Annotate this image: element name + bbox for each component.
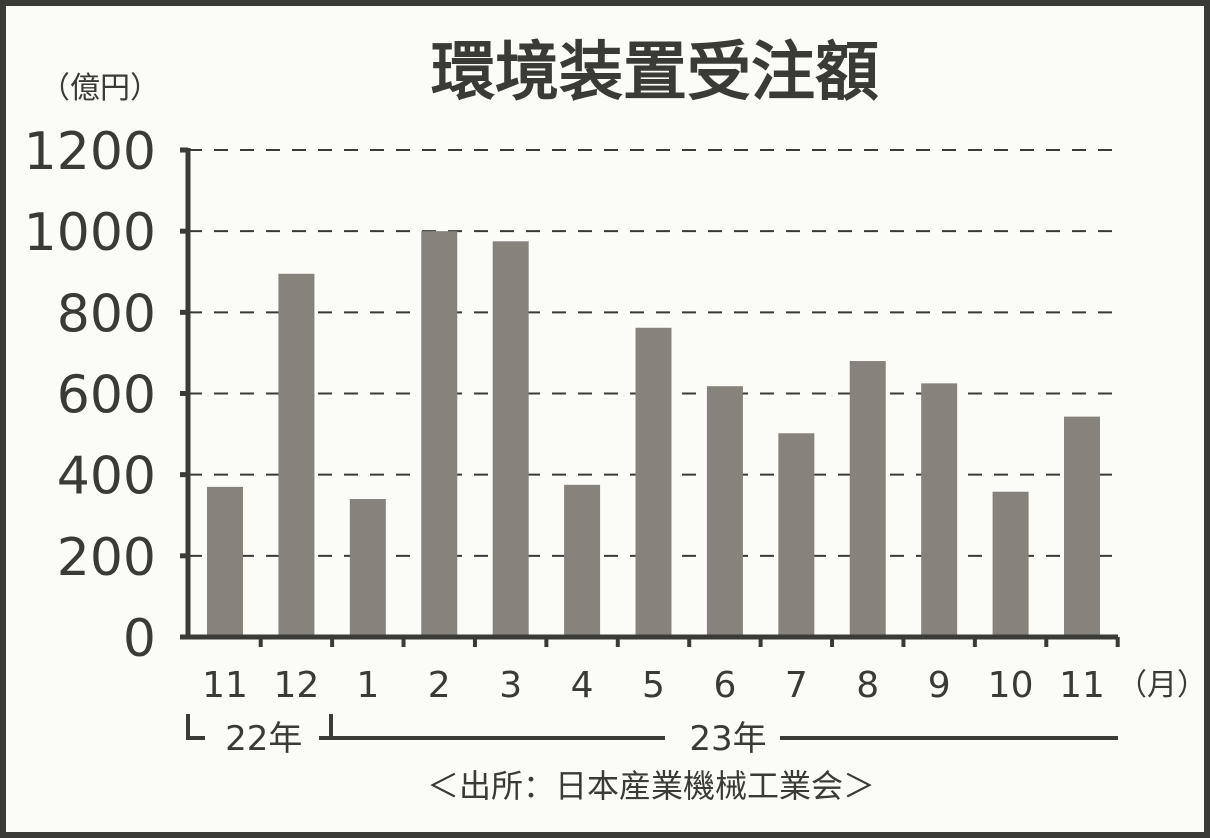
bar-3: [421, 231, 458, 637]
year-label-23: 23年: [689, 719, 766, 759]
y-axis-unit-label: （億円）: [40, 71, 160, 106]
bar-0: [207, 486, 243, 637]
bar-11: [992, 491, 1029, 637]
y-tick-label: 800: [57, 284, 156, 344]
bar-9: [849, 361, 886, 637]
bar-12: [1064, 416, 1100, 637]
bar-7: [706, 386, 743, 637]
axes: [180, 147, 1120, 647]
bar-8: [778, 433, 815, 637]
x-tick-label: 6: [713, 665, 736, 706]
x-tick-label: 8: [856, 665, 879, 706]
bar-5: [564, 484, 601, 637]
y-tick-label: 0: [123, 609, 156, 669]
y-tick-label: 1000: [24, 203, 156, 263]
y-tick-labels: 0 200 400 600 800 1000 1200: [24, 122, 156, 669]
bar-10: [921, 383, 958, 637]
x-tick-label: 1: [356, 665, 379, 706]
year-label-22: 22年: [225, 719, 302, 759]
y-tick-label: 200: [57, 528, 156, 588]
bars: [207, 231, 1100, 637]
x-tick-label: 5: [642, 665, 665, 706]
x-tick-label: 9: [928, 665, 951, 706]
source-note: ＜出所：日本産業機械工業会＞: [427, 767, 875, 805]
bar-6: [635, 327, 672, 637]
y-tick-label: 600: [57, 366, 156, 426]
bar-4: [492, 241, 529, 637]
x-tick-label: 11: [1059, 665, 1105, 706]
x-tick-label: 11: [202, 665, 248, 706]
year-bracket-22-right: [319, 714, 333, 740]
x-tick-label: 7: [785, 665, 808, 706]
y-tick-label: 1200: [24, 122, 156, 182]
year-bracket-22-left: [186, 714, 205, 740]
x-axis-unit-label: （月）: [1117, 668, 1207, 703]
y-tick-label: 400: [57, 447, 156, 507]
x-tick-label: 3: [499, 665, 522, 706]
x-tick-labels: 11 12 1 2 3 4 5 6 7 8 9 10 11: [202, 665, 1105, 706]
bar-2: [349, 499, 386, 637]
chart-title: 環境装置受注額: [431, 36, 879, 110]
x-tick-label: 4: [571, 665, 594, 706]
x-tick-label: 10: [988, 665, 1034, 706]
x-tick-label: 2: [428, 665, 451, 706]
bar-1: [278, 273, 315, 637]
x-tick-label: 12: [274, 665, 320, 706]
year-brackets: 22年 23年: [186, 714, 1118, 759]
